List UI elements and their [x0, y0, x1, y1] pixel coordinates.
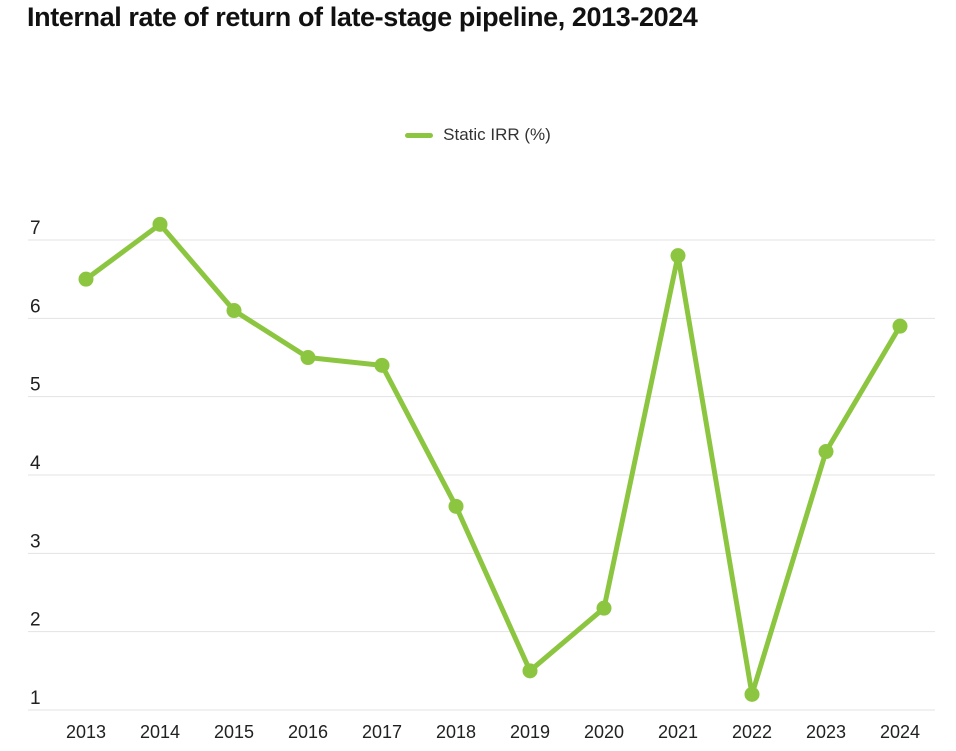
x-tick-label: 2014 — [140, 722, 180, 742]
x-tick-label: 2013 — [66, 722, 106, 742]
y-tick-label: 5 — [30, 375, 41, 396]
data-point-2019[interactable] — [522, 663, 538, 679]
data-point-2013[interactable] — [78, 271, 94, 287]
data-point-2024[interactable] — [892, 318, 908, 334]
x-tick-label: 2018 — [436, 722, 476, 742]
legend: Static IRR (%) — [0, 123, 956, 147]
data-point-2017[interactable] — [374, 357, 390, 373]
x-tick-label: 2017 — [362, 722, 402, 742]
irr-line-series — [83, 221, 903, 697]
x-tick-label: 2022 — [732, 722, 772, 742]
data-point-2016[interactable] — [300, 350, 316, 366]
legend-label: Static IRR (%) — [443, 125, 551, 144]
y-tick-label: 1 — [30, 688, 41, 709]
y-tick-label: 7 — [30, 218, 41, 239]
x-tick-label: 2019 — [510, 722, 550, 742]
y-tick-label: 3 — [30, 531, 41, 552]
data-point-2021[interactable] — [670, 248, 686, 264]
x-tick-label: 2021 — [658, 722, 698, 742]
x-tick-label: 2016 — [288, 722, 328, 742]
data-point-2014[interactable] — [152, 216, 168, 232]
data-point-2015[interactable] — [226, 303, 242, 319]
x-tick-label: 2020 — [584, 722, 624, 742]
y-tick-label: 6 — [30, 296, 41, 317]
x-tick-label: 2023 — [806, 722, 846, 742]
data-point-2018[interactable] — [448, 498, 464, 514]
chart-title: Internal rate of return of late-stage pi… — [27, 2, 698, 32]
y-tick-label: 2 — [30, 610, 41, 631]
data-point-2020[interactable] — [596, 600, 612, 616]
data-point-2022[interactable] — [744, 686, 760, 702]
x-tick-label: 2015 — [214, 722, 254, 742]
x-tick-label: 2024 — [880, 722, 920, 742]
data-point-2023[interactable] — [818, 444, 834, 460]
legend-line-swatch — [405, 132, 434, 138]
y-tick-label: 4 — [30, 453, 41, 474]
